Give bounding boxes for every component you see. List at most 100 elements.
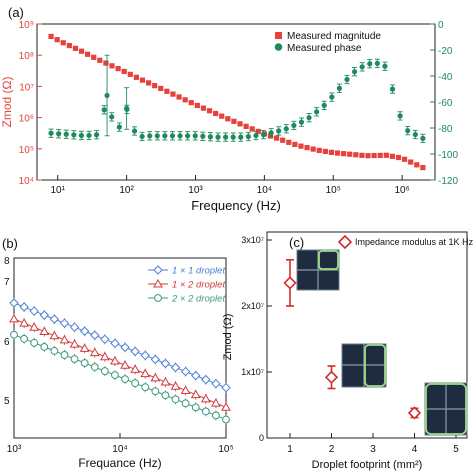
panel-c-ylabel: Zmod (Ω) (222, 314, 234, 361)
magnitude-point (353, 152, 359, 158)
phase-point (260, 132, 267, 138)
phase-point (397, 113, 403, 119)
magnitude-point (420, 164, 426, 171)
chip-2x2-illustration (424, 382, 468, 436)
phase-point (298, 119, 305, 125)
phase-point (336, 85, 343, 91)
phase-point (306, 115, 312, 121)
panel-a-y-tick-label: 10⁷ (19, 82, 34, 93)
phase-point (56, 131, 62, 137)
phase-point (71, 132, 77, 138)
phase-point (78, 132, 85, 139)
magnitude-point (152, 83, 158, 89)
phase-point (359, 64, 365, 70)
chip-1x1-illustration (296, 249, 340, 291)
panel-b-point (200, 393, 211, 403)
panel-b-point (131, 379, 140, 388)
phase-point (162, 133, 168, 139)
magnitude-point (109, 63, 115, 69)
magnitude-point (66, 42, 72, 49)
panel-b-point (30, 338, 39, 347)
phase-point (283, 126, 289, 132)
panel-a-y2-tick-label: -40 (438, 72, 453, 83)
panel-c-point (407, 406, 422, 420)
magnitude-point (310, 146, 316, 152)
magnitude-point (298, 143, 304, 149)
magnitude-point (219, 113, 225, 119)
panel-b-point (201, 407, 210, 416)
panel-c-x-tick-label: 5 (453, 444, 459, 455)
magnitude-point (280, 137, 286, 143)
panel-b-point (161, 391, 170, 400)
magnitude-point (304, 145, 310, 151)
panel-a-x-tick-label: 10¹ (51, 185, 66, 196)
magnitude-point (237, 121, 243, 127)
phase-point (329, 94, 335, 100)
phase-point (268, 130, 274, 136)
panel-b-point (110, 338, 120, 349)
phase-point (139, 133, 145, 140)
panel-b-point (29, 322, 40, 331)
magnitude-point (164, 88, 170, 94)
panel-b-point (180, 385, 191, 394)
panel-b-xlabel: Frequance (Hz) (78, 456, 161, 470)
panel-b-point (90, 363, 99, 371)
magnitude-point (347, 151, 353, 157)
magnitude-point (127, 71, 133, 77)
panel-b-point (191, 403, 200, 412)
panel-b-label: (b) (2, 236, 18, 251)
panel-b-legend-label: 2 × 2 droplet (171, 294, 225, 305)
panel-b-point (90, 330, 100, 340)
panel-b-point (39, 310, 49, 320)
magnitude-point (286, 139, 292, 145)
panel-b-point (79, 343, 90, 352)
panel-a-y2-tick-label: -100 (438, 150, 458, 161)
panel-b-point (49, 330, 60, 340)
panel-b-x-tick-label: 10³ (7, 444, 22, 455)
panel-c-y-tick-label: 0 (259, 433, 264, 443)
panel-a-label: (a) (8, 5, 24, 20)
phase-point (382, 63, 388, 69)
panel-b-y-tick-label: 6 (4, 337, 10, 348)
panel-c-x-tick-label: 2 (329, 444, 335, 455)
panel-b-point (121, 375, 129, 384)
phase-point (124, 105, 130, 112)
magnitude-point (48, 33, 54, 40)
panel-c-y-tick-label: 1x10⁷ (241, 367, 264, 377)
panel-b-point (9, 313, 19, 323)
magnitude-point (292, 141, 298, 148)
panel-b-series-1 (9, 298, 231, 393)
magnitude-point (273, 135, 280, 141)
phase-point (321, 102, 327, 109)
legend-magnitude-marker (275, 32, 282, 39)
panel-c-xlabel-unit: (mm²) (393, 459, 422, 471)
panel-a-x-tick-label: 10² (119, 185, 134, 196)
panel-a-y2-tick-label: 0 (438, 20, 444, 31)
panel-b-point (120, 342, 130, 353)
legend-phase-marker (274, 43, 283, 51)
panel-b-point (130, 364, 141, 373)
phase-point (238, 134, 244, 140)
panel-a-y-tick-label: 10⁶ (19, 114, 34, 125)
legend-impedance-label: Impedance modulus at 1K Hz (355, 237, 474, 247)
panel-c: (c) 1 2 3 4 5 0 1x10⁷ 2x10⁷ 3x10⁷ Zmod (Ω) Drop… (222, 231, 474, 471)
panel-a-y2-tick-label: -80 (438, 124, 453, 135)
panel-b-point (59, 318, 70, 328)
panel-a: (a) 10⁰10¹10²10³10⁴10⁵10⁶ 10⁴10⁵10⁶10⁷10… (0, 5, 458, 213)
panel-b-point (160, 377, 171, 386)
magnitude-point (188, 100, 194, 106)
panel-a-xlabel: Frequency (Hz) (191, 198, 281, 213)
magnitude-point (139, 77, 146, 83)
panel-b-point (9, 298, 19, 308)
panel-a-y2-tick-label: -20 (438, 46, 453, 57)
panel-b-point (190, 389, 201, 399)
panel-b-point (140, 350, 150, 361)
panel-b-legend-marker (153, 265, 163, 275)
magnitude-point (54, 37, 60, 43)
phase-point (230, 134, 236, 140)
panel-b-point (10, 330, 18, 339)
panel-c-frame (266, 231, 468, 439)
panel-c-y-tick-label: 3x10⁷ (241, 235, 264, 245)
panel-b-point (100, 367, 109, 375)
